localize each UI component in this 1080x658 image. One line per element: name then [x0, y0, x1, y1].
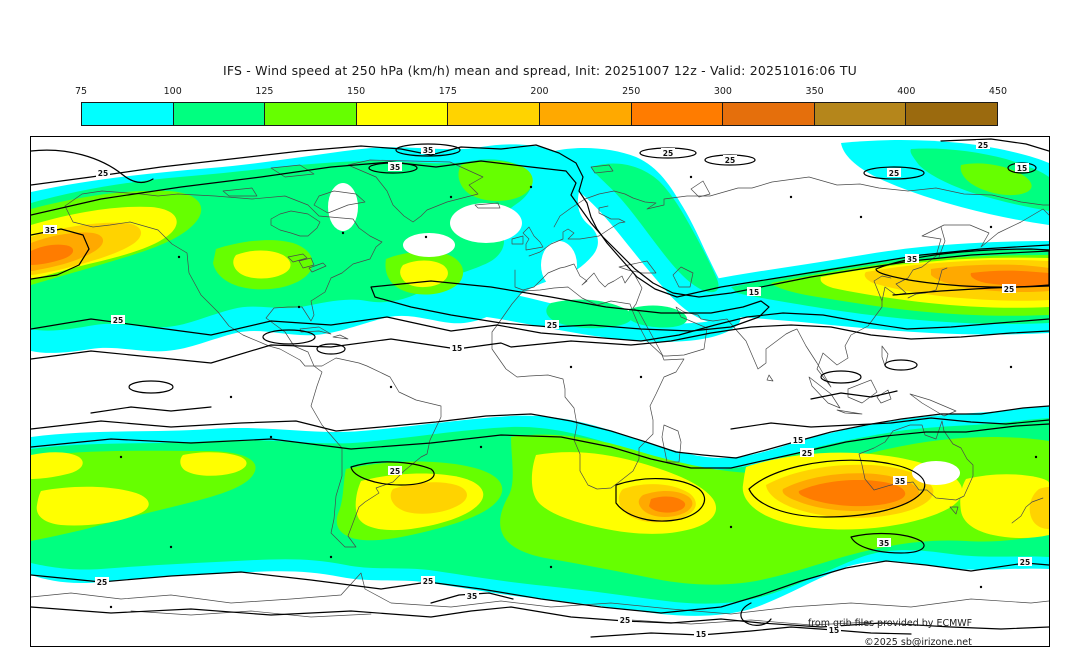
map-canvas: 25 35 35 25 25 25 25 15 35 25 25 15 15 35 25 15 25 25 35 35… [30, 138, 1050, 648]
colorbar-tick: 100 [163, 86, 182, 97]
colorbar-segment [539, 103, 632, 125]
colorbar-segment [814, 103, 907, 125]
colorbar-tick: 125 [255, 86, 274, 97]
contour-label-box [827, 625, 841, 634]
contour-label: 15 [696, 630, 706, 639]
contour-label: 25 [390, 467, 400, 476]
colorbar-tick: 75 [74, 86, 88, 97]
contour-label-box [388, 466, 402, 475]
contour-label: 35 [895, 477, 905, 486]
colorbar-tick: 150 [347, 86, 366, 97]
colorbar-segment [82, 103, 174, 125]
world-map: 25 35 35 25 25 25 25 15 35 25 25 15 15 35 25 15 25 25 35 35… [30, 136, 1050, 648]
contour-label-box [661, 148, 675, 157]
contour-label-box [1002, 284, 1016, 293]
colorbar-swatches [81, 102, 998, 126]
contour-label: 25 [547, 321, 557, 330]
colorbar-segment [173, 103, 266, 125]
contour-label-box [877, 538, 891, 547]
contour-label: 25 [1020, 558, 1030, 567]
contour-label-box [723, 155, 737, 164]
colorbar-segment [723, 103, 815, 125]
contour-label: 15 [1017, 164, 1027, 173]
contour-label: 15 [829, 626, 839, 635]
colorbar-segment [265, 103, 357, 125]
colorbar: 75 100 125 150 175 200 250 300 350 400 450 [75, 86, 1007, 126]
contour-label-box [976, 140, 990, 149]
contour-label-box [1018, 557, 1032, 566]
colorbar-tick: 300 [713, 86, 732, 97]
contour-label-group: 25 35 35 25 25 25 25 15 35 25 25 15 15 35 25 15 25 25 35 35… [43, 140, 1032, 639]
colorbar-tick-labels: 75 100 125 150 175 200 250 300 350 400 450 [75, 86, 1007, 98]
contour-label-box [618, 615, 632, 624]
contour-label: 15 [452, 344, 462, 353]
contour-label-box [1015, 163, 1029, 172]
contour-specks [109, 175, 1038, 609]
contour-label-box [421, 145, 435, 154]
contour-label-box [388, 162, 402, 171]
attribution-copyright: ©2025 sb@irizone.net [864, 637, 972, 646]
contour-label-box [800, 448, 814, 457]
contour-label: 25 [1004, 285, 1014, 294]
contour-label: 35 [423, 146, 433, 155]
contour-label-box [450, 343, 464, 352]
contour-label: 25 [113, 316, 123, 325]
wind-speed-fill [31, 140, 1050, 616]
colorbar-segment [356, 103, 449, 125]
contour-label: 15 [793, 436, 803, 445]
contour-label: 35 [467, 592, 477, 601]
contour-label-box [887, 168, 901, 177]
contour-label: 15 [749, 288, 759, 297]
contour-label-box [747, 287, 761, 296]
contour-label-box [893, 476, 907, 485]
contour-label-box [421, 576, 435, 585]
contour-label-box [111, 315, 125, 324]
page-title: IFS - Wind speed at 250 hPa (km/h) mean … [222, 63, 858, 78]
contour-label: 25 [889, 169, 899, 178]
contour-label: 25 [97, 578, 107, 587]
contour-label-box [545, 320, 559, 329]
contour-label: 25 [978, 141, 988, 150]
colorbar-tick: 350 [805, 86, 824, 97]
contour-label: 25 [98, 169, 108, 178]
contour-label: 35 [390, 163, 400, 172]
contour-label-box [694, 629, 708, 638]
colorbar-segment [448, 103, 540, 125]
contour-label-box [96, 168, 110, 177]
contour-label: 25 [620, 616, 630, 625]
contour-label: 25 [802, 449, 812, 458]
contour-label-box [905, 254, 919, 263]
colorbar-tick: 250 [622, 86, 641, 97]
contour-label: 35 [879, 539, 889, 548]
spread-contours [30, 138, 1050, 638]
contour-label: 25 [423, 577, 433, 586]
contour-label-box [465, 591, 479, 600]
colorbar-tick: 400 [897, 86, 916, 97]
contour-label: 25 [725, 156, 735, 165]
contour-label-box [95, 577, 109, 586]
colorbar-tick: 175 [438, 86, 457, 97]
colorbar-segment [631, 103, 724, 125]
contour-label: 35 [907, 255, 917, 264]
contour-label-box [43, 225, 57, 234]
contour-label: 25 [663, 149, 673, 158]
contour-label: 35 [45, 226, 55, 235]
colorbar-tick: 200 [530, 86, 549, 97]
attribution-ecmwf: from grib files provided by ECMWF [808, 618, 972, 629]
colorbar-segment [906, 103, 997, 125]
colorbar-tick: 450 [988, 86, 1008, 97]
contour-label-box [791, 435, 805, 444]
